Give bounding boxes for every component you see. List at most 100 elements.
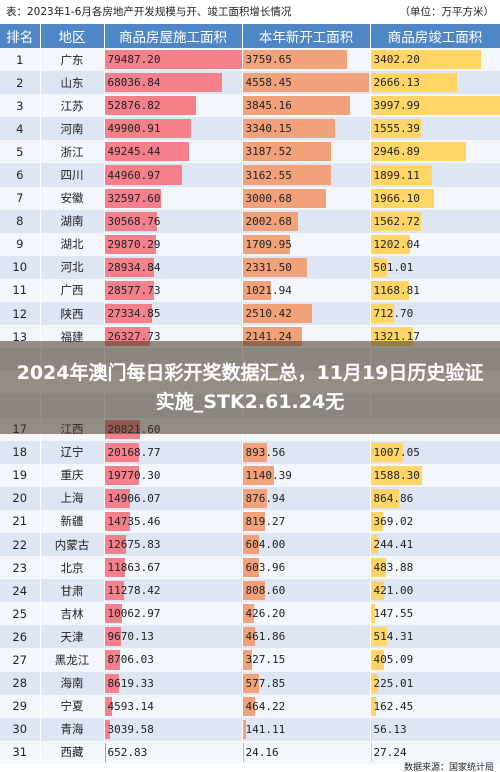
rank-cell: 22 xyxy=(0,532,41,557)
completed-bar xyxy=(370,742,372,762)
completed-cell: 3997.99 xyxy=(370,94,500,118)
new-start-cell: 604.00 xyxy=(242,532,371,557)
table-row: 18 辽宁 20168.77 893.56 1007.05 xyxy=(0,440,500,464)
construction-value: 11278.42 xyxy=(107,584,161,598)
table-row: 5 浙江 49245.44 3187.52 2946.89 xyxy=(0,140,500,164)
completed-bar xyxy=(370,650,384,670)
completed-cell: 2946.89 xyxy=(370,140,500,164)
construction-bar xyxy=(104,742,106,762)
rank-cell: 21 xyxy=(0,509,41,533)
construction-bar xyxy=(104,511,130,531)
construction-bar xyxy=(104,465,139,485)
table-row: 28 海南 8619.33 577.85 225.01 xyxy=(0,671,500,695)
table-row: 29 宁夏 4593.14 464.22 162.45 xyxy=(0,694,500,718)
construction-bar xyxy=(104,488,131,508)
construction-bar xyxy=(104,304,152,324)
new-start-value: 464.22 xyxy=(245,699,286,713)
completed-bar xyxy=(370,488,399,508)
construction-cell: 20168.77 xyxy=(104,440,243,464)
new-start-bar xyxy=(242,50,348,70)
construction-bar xyxy=(104,719,110,739)
new-start-value: 3187.52 xyxy=(245,145,292,159)
completed-value: 3402.20 xyxy=(373,53,420,67)
construction-bar xyxy=(104,604,122,624)
data-source: 数据来源：国家统计局 xyxy=(403,763,494,772)
rank-cell: 19 xyxy=(0,463,41,487)
table-row: 30 青海 3039.58 141.11 56.13 xyxy=(0,717,500,741)
construction-bar xyxy=(104,558,125,578)
new-start-value: 141.11 xyxy=(245,722,286,736)
table-row: 23 北京 11863.67 603.96 483.88 xyxy=(0,556,500,580)
construction-bar xyxy=(104,627,122,647)
new-start-value: 3845.16 xyxy=(245,99,292,113)
new-start-value: 327.15 xyxy=(245,653,286,667)
completed-bar xyxy=(370,73,458,93)
completed-bar xyxy=(370,696,376,716)
new-start-bar xyxy=(242,581,265,601)
construction-cell: 30568.76 xyxy=(104,209,243,233)
completed-cell: 162.45 xyxy=(370,694,500,718)
new-start-bar xyxy=(242,188,326,208)
headline-banner: 2024年澳门每日彩开奖数据汇总，11月19日历史验证实施_STK2.61.24… xyxy=(0,341,500,434)
table-row: 10 河北 28934.84 2331.50 501.01 xyxy=(0,255,500,279)
province-cell: 河北 xyxy=(40,255,105,279)
province-cell: 山东 xyxy=(40,71,105,95)
completed-cell: 405.09 xyxy=(370,648,500,672)
province-cell: 吉林 xyxy=(40,602,105,626)
header-completed-area: 商品房竣工面积 xyxy=(370,24,500,48)
construction-bar xyxy=(104,650,120,670)
completed-value: 3997.99 xyxy=(373,99,420,113)
table-row: 4 河南 49900.91 3340.15 1555.39 xyxy=(0,117,500,141)
province-cell: 安徽 xyxy=(40,186,105,210)
completed-bar xyxy=(370,465,423,485)
new-start-value: 24.16 xyxy=(245,745,279,759)
completed-cell: 1899.11 xyxy=(370,163,500,187)
new-start-cell: 808.60 xyxy=(242,579,371,603)
province-cell: 广西 xyxy=(40,278,105,303)
province-cell: 黑龙江 xyxy=(40,648,105,672)
new-start-cell: 1021.94 xyxy=(242,278,371,303)
completed-bar xyxy=(370,119,422,139)
province-cell: 海南 xyxy=(40,671,105,695)
new-start-value: 1021.94 xyxy=(245,283,292,297)
completed-cell: 27.24 xyxy=(370,740,500,764)
table-row: 27 黑龙江 8706.03 327.15 405.09 xyxy=(0,648,500,672)
construction-bar xyxy=(104,234,156,254)
new-start-cell: 426.20 xyxy=(242,602,371,626)
province-cell: 河南 xyxy=(40,117,105,141)
new-start-cell: 327.15 xyxy=(242,648,371,672)
construction-value: 49245.44 xyxy=(107,145,161,159)
construction-bar xyxy=(104,188,161,208)
province-cell: 湖北 xyxy=(40,232,105,256)
province-cell: 四川 xyxy=(40,163,105,187)
completed-bar xyxy=(370,142,467,162)
header-rank: 排名 xyxy=(0,24,41,48)
completed-cell: 483.88 xyxy=(370,556,500,580)
construction-bar xyxy=(104,50,242,70)
rank-cell: 4 xyxy=(0,117,41,141)
construction-cell: 10062.97 xyxy=(104,602,243,626)
rank-cell: 5 xyxy=(0,140,41,164)
completed-cell: 3402.20 xyxy=(370,48,500,72)
construction-value: 44960.97 xyxy=(107,168,161,182)
completed-bar xyxy=(370,581,385,601)
table-row: 9 湖北 29870.29 1709.95 1202.04 xyxy=(0,232,500,256)
new-start-bar xyxy=(242,673,259,693)
new-start-cell: 819.27 xyxy=(242,509,371,533)
completed-value: 1588.30 xyxy=(373,468,420,482)
table-row: 3 江苏 52876.82 3845.16 3997.99 xyxy=(0,94,500,118)
completed-cell: 1007.05 xyxy=(370,440,500,464)
new-start-cell: 3162.55 xyxy=(242,163,371,187)
new-start-value: 2141.24 xyxy=(245,330,292,344)
province-cell: 重庆 xyxy=(40,463,105,487)
completed-bar xyxy=(370,257,387,277)
rank-cell: 29 xyxy=(0,694,41,718)
construction-value: 52876.82 xyxy=(107,99,161,113)
construction-cell: 44960.97 xyxy=(104,163,243,187)
completed-value: 1966.10 xyxy=(373,191,420,205)
construction-value: 30568.76 xyxy=(107,214,161,228)
construction-cell: 27334.85 xyxy=(104,302,243,326)
completed-value: 1007.05 xyxy=(373,445,420,459)
completed-cell: 1562.72 xyxy=(370,209,500,233)
new-start-bar xyxy=(242,511,266,531)
